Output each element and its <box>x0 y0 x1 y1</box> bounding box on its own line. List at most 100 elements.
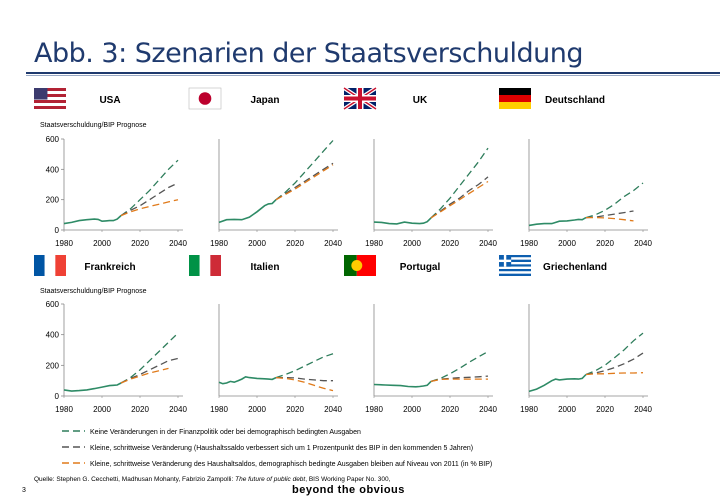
x-tick-label: 2040 <box>324 239 342 248</box>
x-tick-label: 2040 <box>634 239 652 248</box>
panel-uk: UK 1980 2000 2020 2040 <box>342 86 507 248</box>
panel-country-label: USA <box>99 95 120 106</box>
flag-stripe <box>499 273 531 276</box>
flag-stripe <box>499 257 531 260</box>
flag-disc <box>198 92 212 105</box>
flag-band <box>44 255 56 276</box>
flag-stripe <box>34 94 66 97</box>
flag-stripe <box>34 88 66 91</box>
flag-fr-icon <box>34 255 66 276</box>
y-tick-label: 0 <box>55 226 60 235</box>
title-rule-thin <box>26 75 720 76</box>
series-keine <box>430 147 489 219</box>
panel-deutschland: Deutschland 1980 2000 2020 2040 <box>497 87 662 248</box>
flag-stripe <box>499 264 531 267</box>
series-demo <box>585 372 644 376</box>
y-tick-label: 600 <box>46 300 60 309</box>
series-haushalt <box>585 210 634 219</box>
flag-band <box>499 95 531 102</box>
series-haushalt <box>275 162 334 201</box>
y-tick-label: 400 <box>46 165 60 174</box>
flag-stripe <box>34 97 66 100</box>
x-tick-label: 2020 <box>286 239 304 248</box>
panel-country-label: Portugal <box>400 262 441 273</box>
y-axis-label: Staatsverschuldung/BIP Prognose <box>40 288 147 295</box>
y-tick-label: 600 <box>46 135 60 144</box>
flag-sphere <box>351 260 363 271</box>
source-prefix: Quelle: Stephen G. Cecchetti, Madhusan M… <box>34 476 236 483</box>
legend-item-keine: Keine Veränderungen in der Finanzpolitik… <box>62 429 361 436</box>
series-haushalt <box>120 182 179 217</box>
panel-country-label: Italien <box>251 262 280 273</box>
flag-band <box>499 88 531 95</box>
series-historical <box>373 217 432 225</box>
flag-uk-icon <box>342 86 378 111</box>
flag-stripe <box>499 266 531 269</box>
panel-japan: Japan 1980 2000 2020 2040 <box>187 87 352 248</box>
series-haushalt <box>276 376 333 382</box>
x-tick-label: 2040 <box>479 239 497 248</box>
x-tick-label: 2000 <box>248 405 266 414</box>
x-tick-label: 2040 <box>634 405 652 414</box>
source-citation: Quelle: Stephen G. Cecchetti, Madhusan M… <box>34 476 390 483</box>
series-haushalt <box>120 357 179 384</box>
series-demo <box>275 376 334 392</box>
x-tick-label: 2000 <box>558 239 576 248</box>
x-tick-label: 1980 <box>365 239 383 248</box>
x-tick-label: 1980 <box>55 405 73 414</box>
series-haushalt <box>585 352 644 376</box>
panel-portugal: Portugal 1980 2000 2020 2040 <box>342 254 507 414</box>
flag-band <box>499 102 531 109</box>
flag-stripe <box>34 91 66 94</box>
y-tick-label: 0 <box>55 392 60 401</box>
series-demo <box>275 164 334 201</box>
series-keine <box>585 182 644 219</box>
legend-label: Kleine, schrittweise Veränderung (Hausha… <box>90 445 473 452</box>
series-demo <box>430 378 488 383</box>
panel-frankreich: Frankreich 0 200 400 600 1980 2000 2020 2040 <box>32 254 197 414</box>
series-historical <box>63 382 122 392</box>
series-keine <box>585 332 644 376</box>
x-tick-label: 2020 <box>131 405 149 414</box>
panel-griechenland: Griechenland 1980 2000 2020 2040 <box>497 254 662 414</box>
x-tick-label: 2020 <box>596 239 614 248</box>
flag-band <box>189 255 200 276</box>
x-tick-label: 2000 <box>558 405 576 414</box>
x-tick-label: 1980 <box>365 405 383 414</box>
x-tick-label: 2000 <box>403 239 421 248</box>
flag-de-icon <box>499 88 531 109</box>
flag-stripe <box>499 269 531 272</box>
series-keine <box>275 353 334 379</box>
y-tick-label: 200 <box>46 196 60 205</box>
flag-band <box>210 255 221 276</box>
x-tick-label: 2020 <box>131 239 149 248</box>
flag-stripe <box>499 255 531 258</box>
x-tick-label: 2040 <box>169 405 187 414</box>
flag-band <box>55 255 66 276</box>
flag-band <box>199 255 211 276</box>
slide-title: Abb. 3: Szenarien der Staatsverschuldung <box>34 38 584 69</box>
flag-it-icon <box>189 255 221 276</box>
series-keine <box>275 140 334 201</box>
x-tick-label: 2000 <box>248 239 266 248</box>
legend-label: Keine Veränderungen in der Finanzpolitik… <box>90 429 361 436</box>
panel-country-label: UK <box>413 95 428 106</box>
x-tick-label: 2040 <box>479 405 497 414</box>
x-tick-label: 2000 <box>93 405 111 414</box>
flag-jp-icon <box>188 87 222 110</box>
flag-band <box>34 255 45 276</box>
legend-item-demo: Kleine, schrittweise Veränderung des Hau… <box>62 461 492 468</box>
title-rule <box>26 72 720 74</box>
x-tick-label: 2040 <box>169 239 187 248</box>
series-historical <box>218 199 277 224</box>
series-haushalt <box>430 176 489 219</box>
series-haushalt <box>430 375 489 383</box>
series-historical <box>373 380 432 388</box>
series-keine <box>120 332 179 384</box>
source-suffix: , BIS Working Paper No. 300, <box>305 476 391 483</box>
x-tick-label: 1980 <box>55 239 73 248</box>
flag-canton <box>34 88 48 100</box>
series-demo <box>120 367 169 384</box>
